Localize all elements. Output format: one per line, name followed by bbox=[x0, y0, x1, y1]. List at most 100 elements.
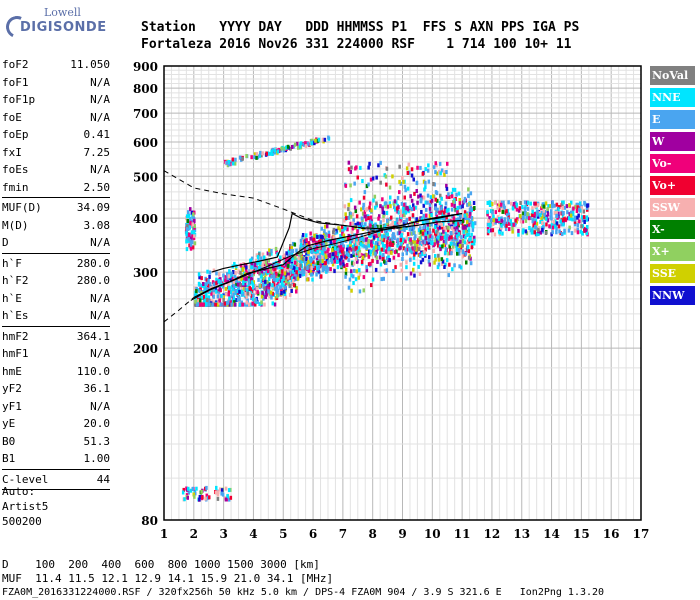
echo-point bbox=[327, 260, 330, 265]
echo-point bbox=[434, 257, 437, 262]
x-tick-label: 9 bbox=[398, 527, 406, 541]
echo-point bbox=[379, 224, 382, 229]
echo-point bbox=[392, 269, 395, 273]
param-key: h`E bbox=[2, 291, 22, 305]
echo-point bbox=[348, 277, 352, 282]
echo-point bbox=[285, 145, 288, 150]
echo-point bbox=[498, 200, 501, 205]
param-row: C-level 44 bbox=[2, 471, 110, 489]
param-value: 280.0 bbox=[76, 274, 110, 287]
echo-point bbox=[374, 251, 377, 256]
echo-point bbox=[408, 205, 412, 210]
echo-point bbox=[432, 228, 435, 233]
echo-point bbox=[498, 217, 501, 221]
echo-point bbox=[415, 217, 419, 222]
echo-point bbox=[443, 235, 447, 240]
echo-point bbox=[315, 264, 318, 269]
echo-point bbox=[240, 300, 243, 305]
echo-point bbox=[375, 203, 378, 208]
echo-point bbox=[438, 225, 442, 230]
echo-point bbox=[439, 193, 442, 198]
param-row: h`E N/A bbox=[2, 290, 110, 308]
echo-point bbox=[196, 302, 200, 307]
param-row: h`F2 280.0 bbox=[2, 272, 110, 290]
echo-point bbox=[534, 215, 538, 220]
echo-point bbox=[413, 246, 417, 251]
echo-point bbox=[342, 233, 346, 238]
echo-point bbox=[249, 258, 253, 263]
echo-point bbox=[324, 251, 327, 256]
echo-point bbox=[386, 232, 389, 237]
echo-point bbox=[232, 292, 235, 297]
echo-point bbox=[337, 238, 340, 243]
echo-point bbox=[402, 246, 406, 251]
echo-point bbox=[236, 289, 240, 294]
echo-point bbox=[352, 261, 356, 266]
echo-point bbox=[267, 289, 270, 294]
echo-point bbox=[192, 492, 195, 497]
echo-point bbox=[306, 266, 309, 271]
echo-point bbox=[423, 227, 426, 232]
echo-point bbox=[409, 237, 412, 242]
echo-point bbox=[197, 272, 201, 277]
echo-point bbox=[445, 194, 449, 199]
echo-point bbox=[267, 284, 270, 289]
echo-point bbox=[317, 137, 321, 142]
echo-point bbox=[303, 266, 307, 271]
echo-point bbox=[452, 229, 455, 234]
echo-point bbox=[506, 209, 510, 214]
echo-point bbox=[280, 291, 283, 295]
echo-point bbox=[239, 270, 242, 275]
echo-point bbox=[462, 234, 466, 239]
echo-point bbox=[244, 283, 247, 287]
echo-point bbox=[420, 210, 423, 214]
echo-point bbox=[424, 167, 427, 172]
echo-point bbox=[182, 487, 185, 492]
echo-point bbox=[570, 231, 574, 236]
echo-point bbox=[534, 225, 538, 230]
echo-point bbox=[375, 201, 378, 206]
echo-point bbox=[451, 244, 455, 249]
echo-point bbox=[557, 207, 560, 212]
echo-point bbox=[436, 207, 439, 212]
y-tick-label: 600 bbox=[133, 136, 158, 150]
echo-point bbox=[419, 229, 423, 234]
echo-point bbox=[206, 283, 210, 288]
echo-point bbox=[328, 244, 332, 248]
echo-point bbox=[203, 283, 206, 288]
echo-point bbox=[459, 239, 462, 244]
echo-point bbox=[440, 223, 444, 227]
echo-point bbox=[325, 258, 329, 263]
echo-point bbox=[324, 224, 327, 229]
echo-point bbox=[507, 212, 511, 217]
echo-point bbox=[402, 220, 406, 224]
echo-point bbox=[447, 207, 450, 212]
echo-point bbox=[311, 270, 314, 275]
echo-point bbox=[270, 274, 273, 279]
echo-point bbox=[436, 240, 439, 245]
echo-point bbox=[532, 223, 535, 228]
echo-point bbox=[536, 209, 539, 214]
echo-point bbox=[399, 209, 403, 214]
echo-point bbox=[349, 183, 352, 188]
echo-point bbox=[344, 226, 347, 231]
echo-point bbox=[288, 275, 292, 280]
echo-point bbox=[555, 202, 559, 207]
echo-point bbox=[540, 215, 543, 220]
echo-point bbox=[194, 491, 197, 496]
echo-point bbox=[341, 238, 345, 243]
echo-point bbox=[410, 207, 414, 211]
echo-point bbox=[332, 239, 336, 244]
echo-point bbox=[572, 206, 575, 211]
echo-point bbox=[297, 256, 300, 261]
echo-point bbox=[363, 210, 367, 215]
echo-point bbox=[442, 243, 445, 248]
echo-point bbox=[522, 228, 525, 233]
echo-point bbox=[381, 197, 384, 202]
echo-point bbox=[349, 198, 353, 203]
echo-point bbox=[271, 301, 274, 306]
echo-point bbox=[457, 232, 461, 237]
echo-point bbox=[458, 201, 462, 206]
echo-point bbox=[322, 242, 326, 247]
param-row: foEp 0.41 bbox=[2, 126, 110, 144]
